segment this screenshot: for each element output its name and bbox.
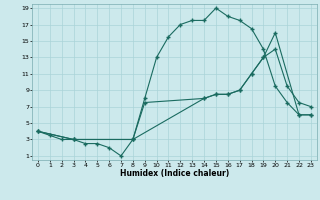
X-axis label: Humidex (Indice chaleur): Humidex (Indice chaleur): [120, 169, 229, 178]
